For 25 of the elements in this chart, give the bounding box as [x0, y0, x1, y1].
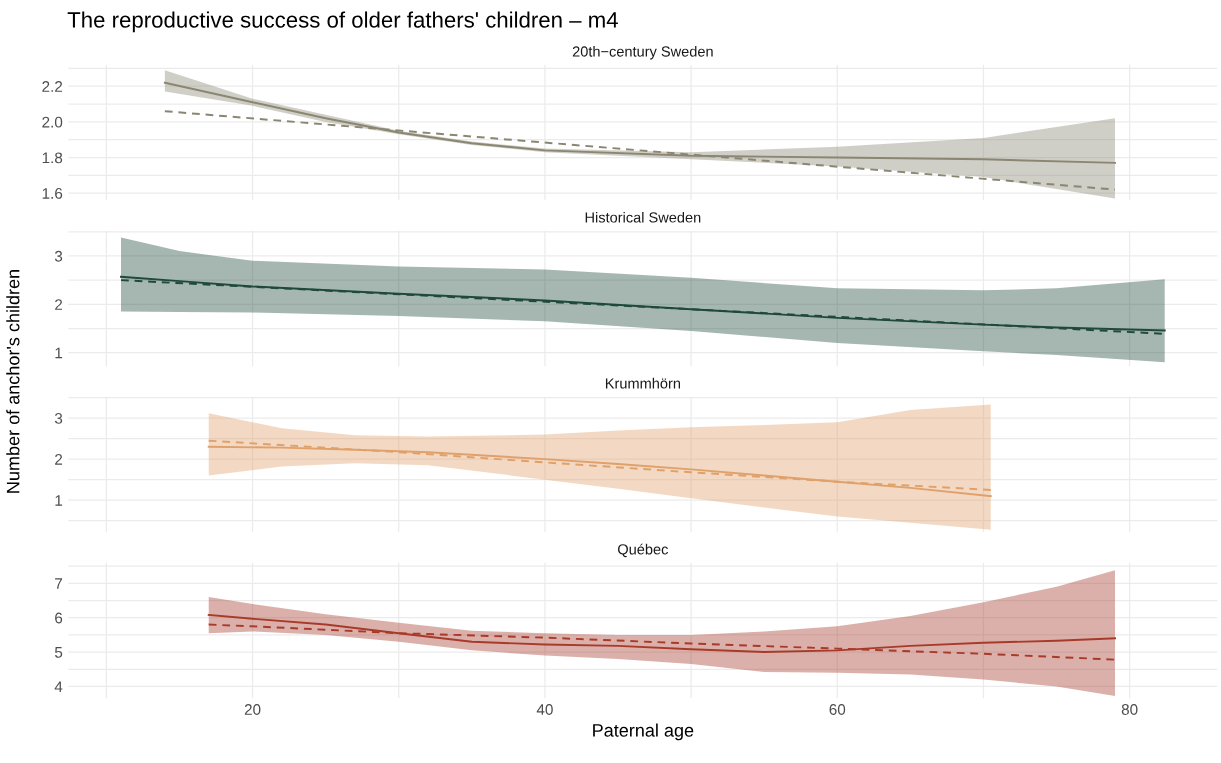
y-tick-label: 4: [54, 681, 63, 692]
y-tick-label: 1.6: [42, 188, 63, 199]
y-tick-label: 3: [54, 412, 63, 424]
x-tick-label: 20: [244, 704, 261, 715]
chart-subtitle: Historical Sweden: [585, 211, 701, 223]
y-tick-label: 2.0: [42, 116, 63, 128]
y-tick-label: 1: [55, 495, 63, 506]
y-axis-title: Number of anchor's children: [6, 270, 20, 493]
y-tick-label: 2: [55, 454, 63, 465]
y-tick-label: 3: [54, 250, 63, 262]
x-tick-label: 60: [829, 704, 846, 715]
y-tick-label: 2: [55, 299, 63, 310]
x-axis-title: Paternal age: [593, 723, 694, 741]
x-tick-label: 80: [1121, 704, 1138, 715]
x-tick-label: 40: [536, 704, 553, 715]
y-tick-label: 7: [55, 578, 63, 589]
chart-title: The reproductive success of older fathers' children – m4: [67, 11, 618, 33]
chart-subtitle: Krummhörn: [605, 377, 680, 389]
y-tick-label: 6: [55, 612, 63, 624]
y-tick-label: 1.8: [42, 152, 63, 164]
chart-subtitle: Québec: [618, 543, 669, 558]
y-tick-label: 1: [55, 347, 63, 359]
chart-subtitle: 20th−century Sweden: [572, 45, 713, 60]
y-tick-label: 2.2: [42, 81, 63, 92]
y-tick-label: 5: [54, 647, 63, 658]
